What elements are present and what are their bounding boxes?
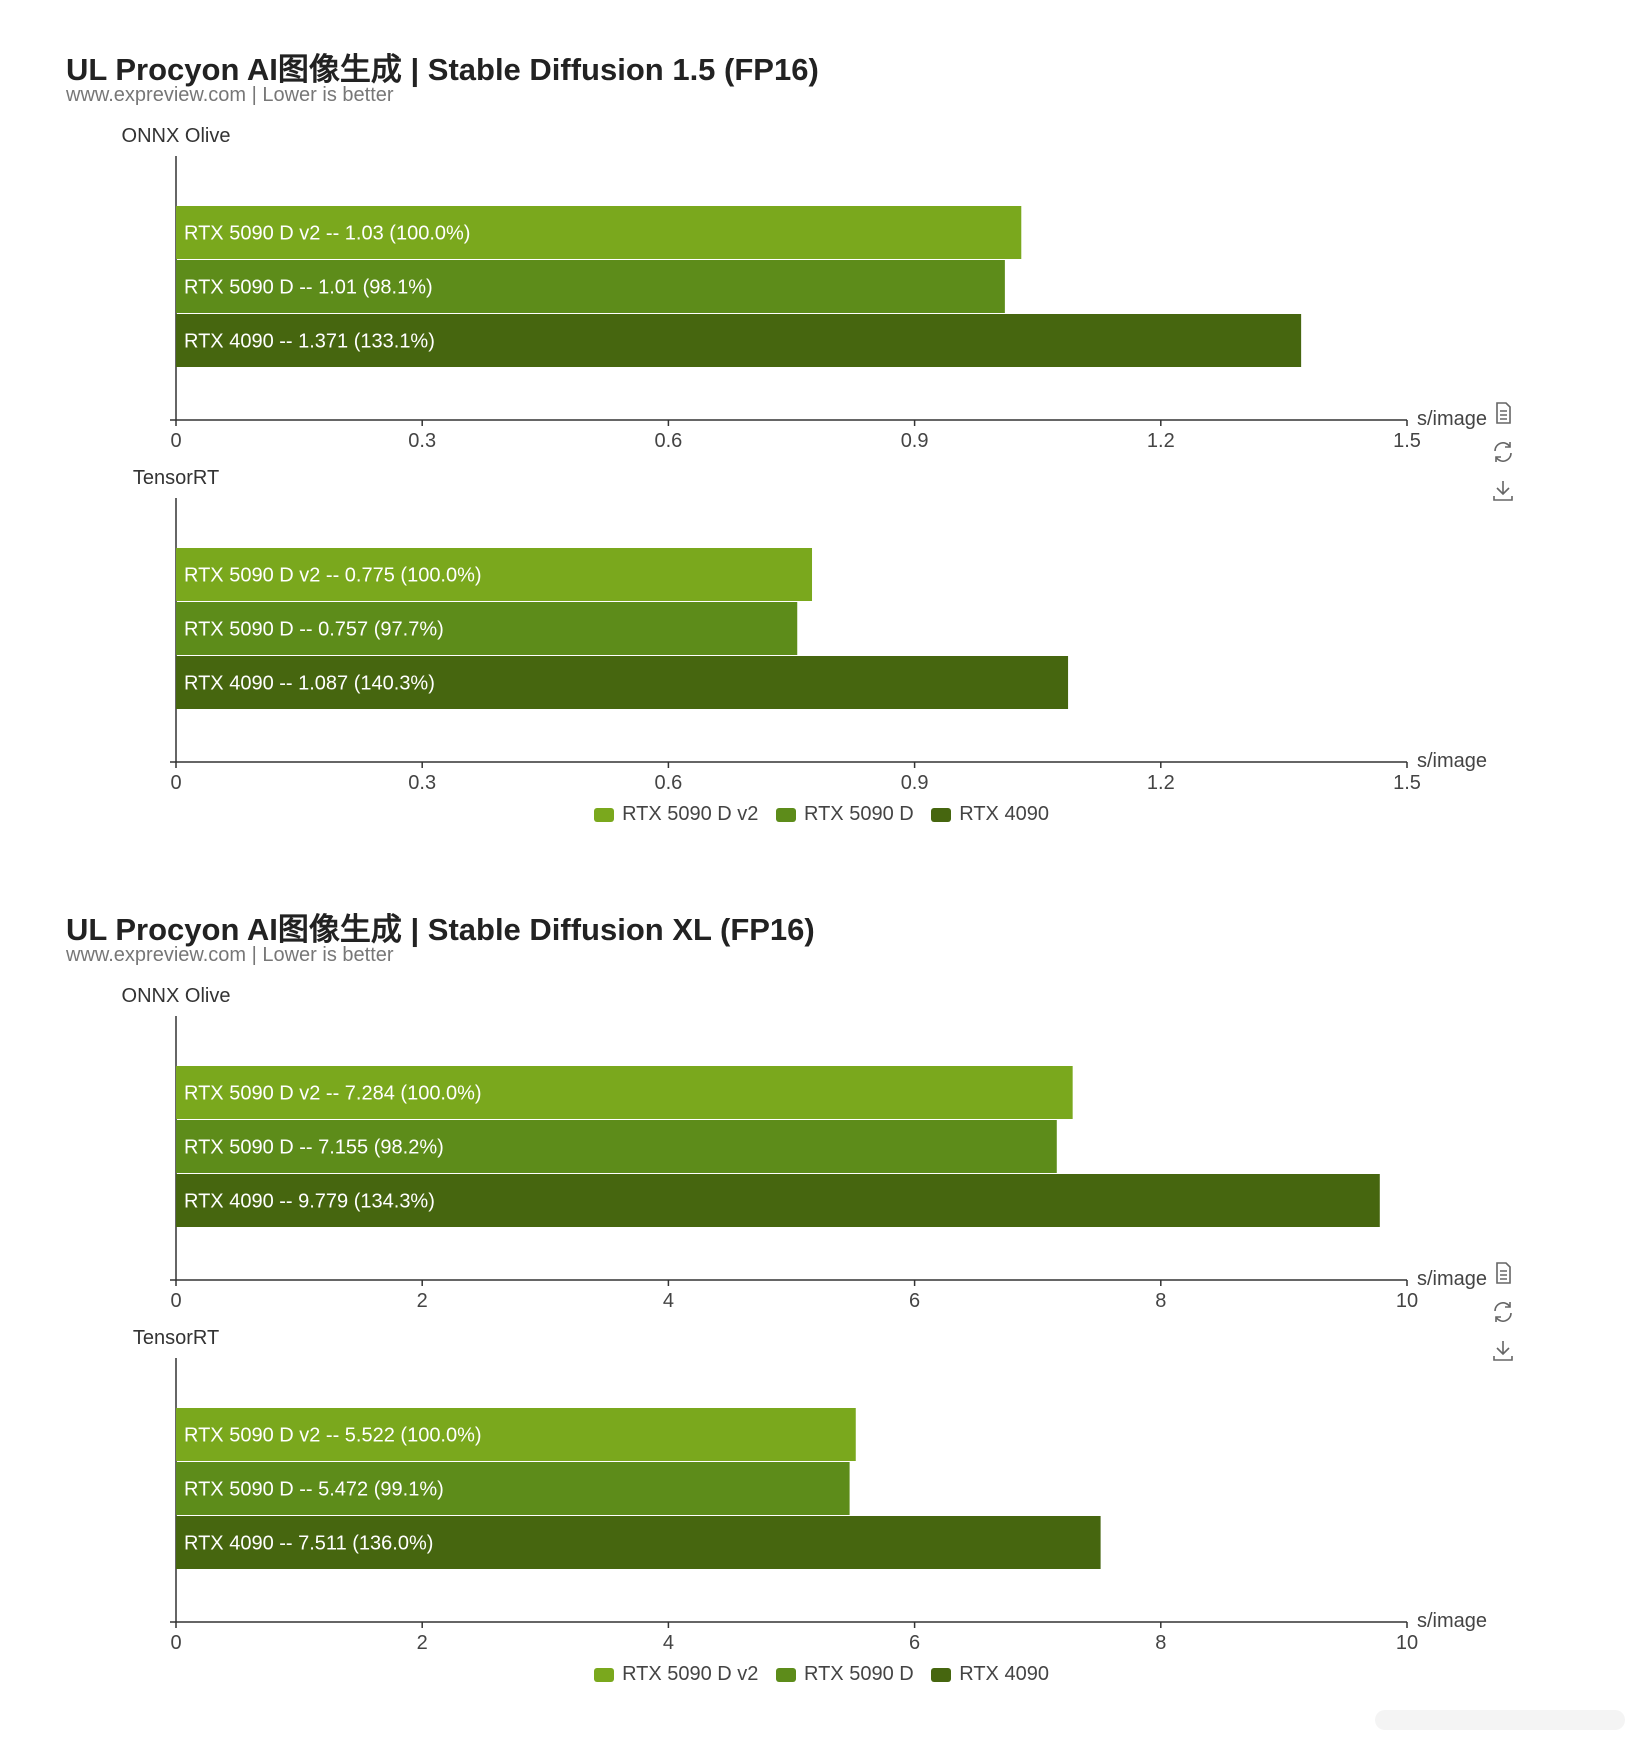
bar-label: RTX 4090 -- 7.511 (136.0%) [184,1533,433,1555]
x-tick-label: 1.5 [1393,430,1421,452]
restore-icon[interactable] [1490,1299,1516,1325]
group-label: ONNX Olive [122,125,231,147]
x-tick-label: 0 [170,1290,181,1312]
bar[interactable] [176,1462,850,1515]
restore-icon[interactable] [1490,439,1516,465]
legend-swatch [594,1667,615,1682]
x-tick-label: 6 [909,1290,920,1312]
data-view-icon[interactable] [1490,400,1516,426]
bar-label: RTX 4090 -- 9.779 (134.3%) [184,1191,435,1213]
bar-label: RTX 5090 D -- 1.01 (98.1%) [184,277,433,299]
x-tick-label: 4 [663,1290,674,1312]
legend-label: RTX 5090 D [804,803,914,825]
bar-label: RTX 4090 -- 1.087 (140.3%) [184,673,435,695]
x-tick-label: 0.6 [654,430,682,452]
legend-item-rtx-4090[interactable]: RTX 4090 [931,803,1049,826]
x-axis-unit-label: s/image [1417,408,1487,430]
bar[interactable] [176,602,798,655]
legend-swatch [776,1667,796,1682]
x-tick-label: 8 [1155,1290,1166,1312]
x-tick-label: 1.5 [1393,772,1421,794]
x-tick-label: 10 [1396,1290,1418,1312]
data-view-icon[interactable] [1490,1260,1516,1286]
bar[interactable] [176,1174,1380,1227]
bar-label: RTX 5090 D v2 -- 1.03 (100.0%) [184,223,470,245]
group-label: ONNX Olive [122,985,231,1007]
x-tick-label: 0 [170,1632,181,1654]
legend-swatch [931,1667,952,1682]
legend-item-rtx-5090-d-v2[interactable]: RTX 5090 D v2 [594,803,758,826]
x-tick-label: 10 [1396,1632,1418,1654]
bar-label: RTX 4090 -- 1.371 (133.1%) [184,331,435,353]
x-tick-label: 0 [170,430,181,452]
x-tick-label: 0.6 [654,772,682,794]
x-axis-unit-label: s/image [1417,750,1487,772]
watermark-decoration [1375,1710,1625,1730]
legend: RTX 5090 D v2 RTX 5090 D RTX 4090 [0,1663,1643,1688]
x-tick-label: 1.2 [1147,772,1175,794]
legend-label: RTX 4090 [959,803,1049,825]
bar-label: RTX 5090 D v2 -- 5.522 (100.0%) [184,1425,482,1447]
chart-subtitle: www.expreview.com | Lower is better [66,84,394,106]
x-tick-label: 1.2 [1147,430,1175,452]
group-label: TensorRT [133,1327,219,1349]
legend-label: RTX 5090 D v2 [622,1663,759,1685]
chart-sdxl: UL Procyon AI图像生成 | Stable Diffusion XL … [0,860,1643,1720]
panel-tensorrt: TensorRT RTX 5090 D v2 -- 0.775 (100.0%) R… [133,467,1487,794]
legend-swatch [594,807,615,822]
chart-title: UL Procyon AI图像生成 | Stable Diffusion XL … [66,912,815,947]
toolbox [1490,1260,1516,1377]
bar[interactable] [176,1066,1073,1119]
x-tick-label: 0.3 [408,430,436,452]
x-tick-label: 0.9 [901,430,929,452]
chart-sd15: UL Procyon AI图像生成 | Stable Diffusion 1.5… [0,0,1643,860]
legend-label: RTX 4090 [959,1663,1049,1685]
legend-label: RTX 5090 D [804,1663,914,1685]
toolbox [1490,400,1516,517]
bar-label: RTX 5090 D v2 -- 0.775 (100.0%) [184,565,482,587]
panel-onnx-olive: ONNX Olive RTX 5090 D v2 -- 7.284 (100.0%… [122,985,1487,1312]
bar-label: RTX 5090 D -- 0.757 (97.7%) [184,619,444,641]
bar-label: RTX 5090 D -- 7.155 (98.2%) [184,1137,444,1159]
group-label: TensorRT [133,467,219,489]
bar[interactable] [176,314,1302,367]
download-icon[interactable] [1490,1338,1516,1364]
x-tick-label: 4 [663,1632,674,1654]
x-tick-label: 2 [417,1632,428,1654]
x-axis-unit-label: s/image [1417,1610,1487,1632]
x-tick-label: 0.9 [901,772,929,794]
legend-swatch [931,807,952,822]
panel-tensorrt: TensorRT RTX 5090 D v2 -- 5.522 (100.0%) R… [133,1327,1487,1654]
legend-label: RTX 5090 D v2 [622,803,759,825]
bar-label: RTX 5090 D -- 5.472 (99.1%) [184,1479,444,1501]
x-tick-label: 0.3 [408,772,436,794]
x-tick-label: 2 [417,1290,428,1312]
x-axis-unit-label: s/image [1417,1268,1487,1290]
x-tick-label: 8 [1155,1632,1166,1654]
bar-label: RTX 5090 D v2 -- 7.284 (100.0%) [184,1083,482,1105]
legend-swatch [776,807,796,822]
chart-subtitle: www.expreview.com | Lower is better [66,944,394,966]
bar[interactable] [176,656,1069,709]
legend: RTX 5090 D v2 RTX 5090 D RTX 4090 [0,803,1643,828]
panel-onnx-olive: ONNX Olive RTX 5090 D v2 -- 1.03 (100.0%)… [122,125,1487,452]
download-icon[interactable] [1490,478,1516,504]
bar[interactable] [176,548,813,601]
bar[interactable] [176,1516,1101,1569]
chart-title: UL Procyon AI图像生成 | Stable Diffusion 1.5… [66,52,819,87]
x-tick-label: 6 [909,1632,920,1654]
legend-item-rtx-4090[interactable]: RTX 4090 [931,1663,1049,1686]
legend-item-rtx-5090-d[interactable]: RTX 5090 D [776,1663,914,1686]
bar[interactable] [176,260,1005,313]
bar[interactable] [176,1408,856,1461]
legend-item-rtx-5090-d-v2[interactable]: RTX 5090 D v2 [594,1663,758,1686]
bar[interactable] [176,1120,1057,1173]
bar[interactable] [176,206,1022,259]
legend-item-rtx-5090-d[interactable]: RTX 5090 D [776,803,914,826]
x-tick-label: 0 [170,772,181,794]
